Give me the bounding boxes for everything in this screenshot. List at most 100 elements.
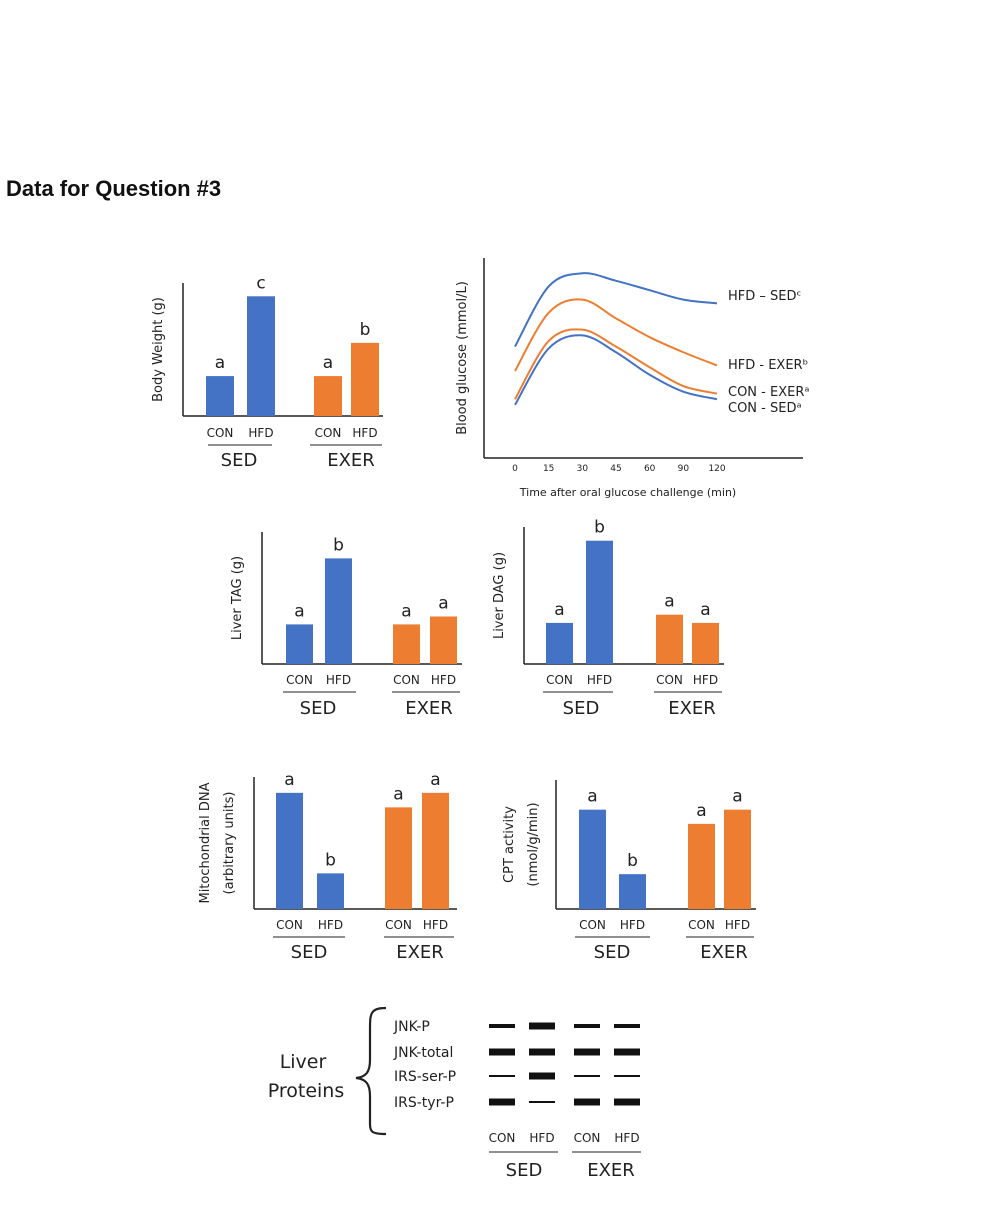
significance-letter: a: [323, 353, 333, 373]
blot-band: [529, 1048, 555, 1056]
x-tick-label: 15: [543, 464, 554, 474]
blot-band: [614, 1048, 640, 1056]
blot-row-label: JNK-P: [393, 1019, 430, 1035]
group-label: EXER: [587, 1160, 635, 1181]
y-axis-label: CPT activity: [502, 806, 517, 883]
significance-letter: a: [664, 592, 674, 612]
category-label: HFD: [725, 918, 750, 932]
category-label: HFD: [693, 673, 718, 687]
blot-band: [489, 1024, 515, 1028]
group-label: SED: [563, 698, 600, 719]
significance-letter: a: [554, 600, 564, 620]
blot-row-label: IRS-ser-P: [394, 1069, 456, 1085]
x-tick-label: 0: [512, 464, 518, 474]
blot-band: [529, 1072, 555, 1080]
y-axis-label-units: (nmol/g/min): [526, 802, 541, 886]
bar: [422, 792, 449, 909]
blot-band: [614, 1024, 640, 1028]
series-line: [514, 328, 718, 400]
series-line: [514, 272, 718, 348]
group-label: EXER: [700, 942, 748, 963]
bar: [579, 809, 606, 909]
western-blot: Liver Proteins JNK-P JNK-total IRS-ser-P IRS-…: [268, 1006, 641, 1181]
category-label: HFD: [587, 673, 612, 687]
lane-label: CON: [489, 1131, 516, 1145]
blot-row-label: JNK-total: [393, 1045, 453, 1061]
y-axis-label-units: (arbitrary units): [222, 792, 237, 895]
blot-band: [574, 1075, 600, 1077]
lane-label: HFD: [614, 1131, 639, 1145]
category-label: CON: [393, 673, 420, 687]
bar: [546, 622, 573, 664]
x-tick-label: 45: [610, 464, 621, 474]
category-label: CON: [656, 673, 683, 687]
bar: [317, 873, 344, 909]
series-label: HFD - EXERᵇ: [728, 358, 808, 373]
blot-band: [529, 1101, 555, 1103]
mitochondrial-dna-chart: Mitochondrial DNA (arbitrary units) a CON b H…: [198, 770, 457, 963]
significance-letter: a: [587, 787, 597, 807]
significance-letter: b: [333, 535, 344, 555]
significance-letter: b: [360, 320, 371, 340]
bar: [351, 342, 379, 416]
bar: [385, 807, 412, 909]
blood-glucose-chart: Blood glucose (mmol/L) Time after oral gl…: [455, 258, 809, 499]
group-label: EXER: [327, 450, 375, 471]
x-tick-label: 90: [678, 464, 690, 474]
significance-letter: a: [284, 770, 294, 790]
category-label: HFD: [248, 426, 273, 440]
bar: [325, 558, 352, 664]
bar: [656, 614, 683, 664]
category-label: CON: [385, 918, 412, 932]
significance-letter: a: [401, 601, 411, 621]
series-label: HFD – SEDᶜ: [728, 289, 801, 304]
page-title: Data for Question #3: [6, 176, 222, 201]
significance-letter: b: [325, 850, 336, 870]
category-label: CON: [688, 918, 715, 932]
y-axis-label: Liver TAG (g): [230, 556, 245, 640]
blot-band: [489, 1098, 515, 1106]
significance-letter: b: [627, 851, 638, 871]
category-label: HFD: [620, 918, 645, 932]
significance-letter: a: [696, 801, 706, 821]
y-axis-label: Blood glucose (mmol/L): [455, 281, 470, 435]
x-tick-label: 120: [708, 464, 725, 474]
blot-band: [614, 1098, 640, 1106]
series-label: CON - EXERᵃ: [728, 385, 809, 400]
cpt-activity-chart: CPT activity (nmol/g/min) a CON b HFD a CON a HFD…: [502, 780, 756, 963]
bar: [688, 823, 715, 909]
blot-title-line1: Liver: [280, 1051, 327, 1073]
bar: [393, 624, 420, 664]
bar: [430, 616, 457, 664]
blot-band: [489, 1075, 515, 1077]
bar: [724, 809, 751, 909]
significance-letter: a: [700, 600, 710, 620]
category-label: HFD: [352, 426, 377, 440]
blot-title-line2: Proteins: [268, 1080, 345, 1102]
blot-band: [529, 1022, 555, 1030]
x-tick-label: 30: [577, 464, 589, 474]
category-label: HFD: [318, 918, 343, 932]
blot-band: [574, 1048, 600, 1056]
group-label: SED: [506, 1160, 543, 1181]
x-tick-label: 60: [644, 464, 656, 474]
significance-letter: a: [430, 770, 440, 790]
group-label: SED: [221, 450, 258, 471]
series-line: [514, 298, 718, 372]
group-label: EXER: [396, 942, 444, 963]
bar: [206, 376, 234, 416]
series-line: [514, 334, 718, 406]
liver-tag-chart: Liver TAG (g) a CON b HFD a CON a HFD SED EXER: [230, 532, 462, 719]
group-label: EXER: [405, 698, 453, 719]
body-weight-chart: Body Weight (g) a CON c HFD a CON b HFD SED EXER: [151, 273, 383, 471]
bar: [692, 622, 719, 664]
y-axis-label: Body Weight (g): [151, 297, 166, 402]
significance-letter: a: [732, 787, 742, 807]
group-label: SED: [300, 698, 337, 719]
group-label: SED: [594, 942, 631, 963]
blot-band: [614, 1075, 640, 1077]
lane-label: CON: [574, 1131, 601, 1145]
category-label: HFD: [326, 673, 351, 687]
blot-band: [574, 1098, 600, 1106]
